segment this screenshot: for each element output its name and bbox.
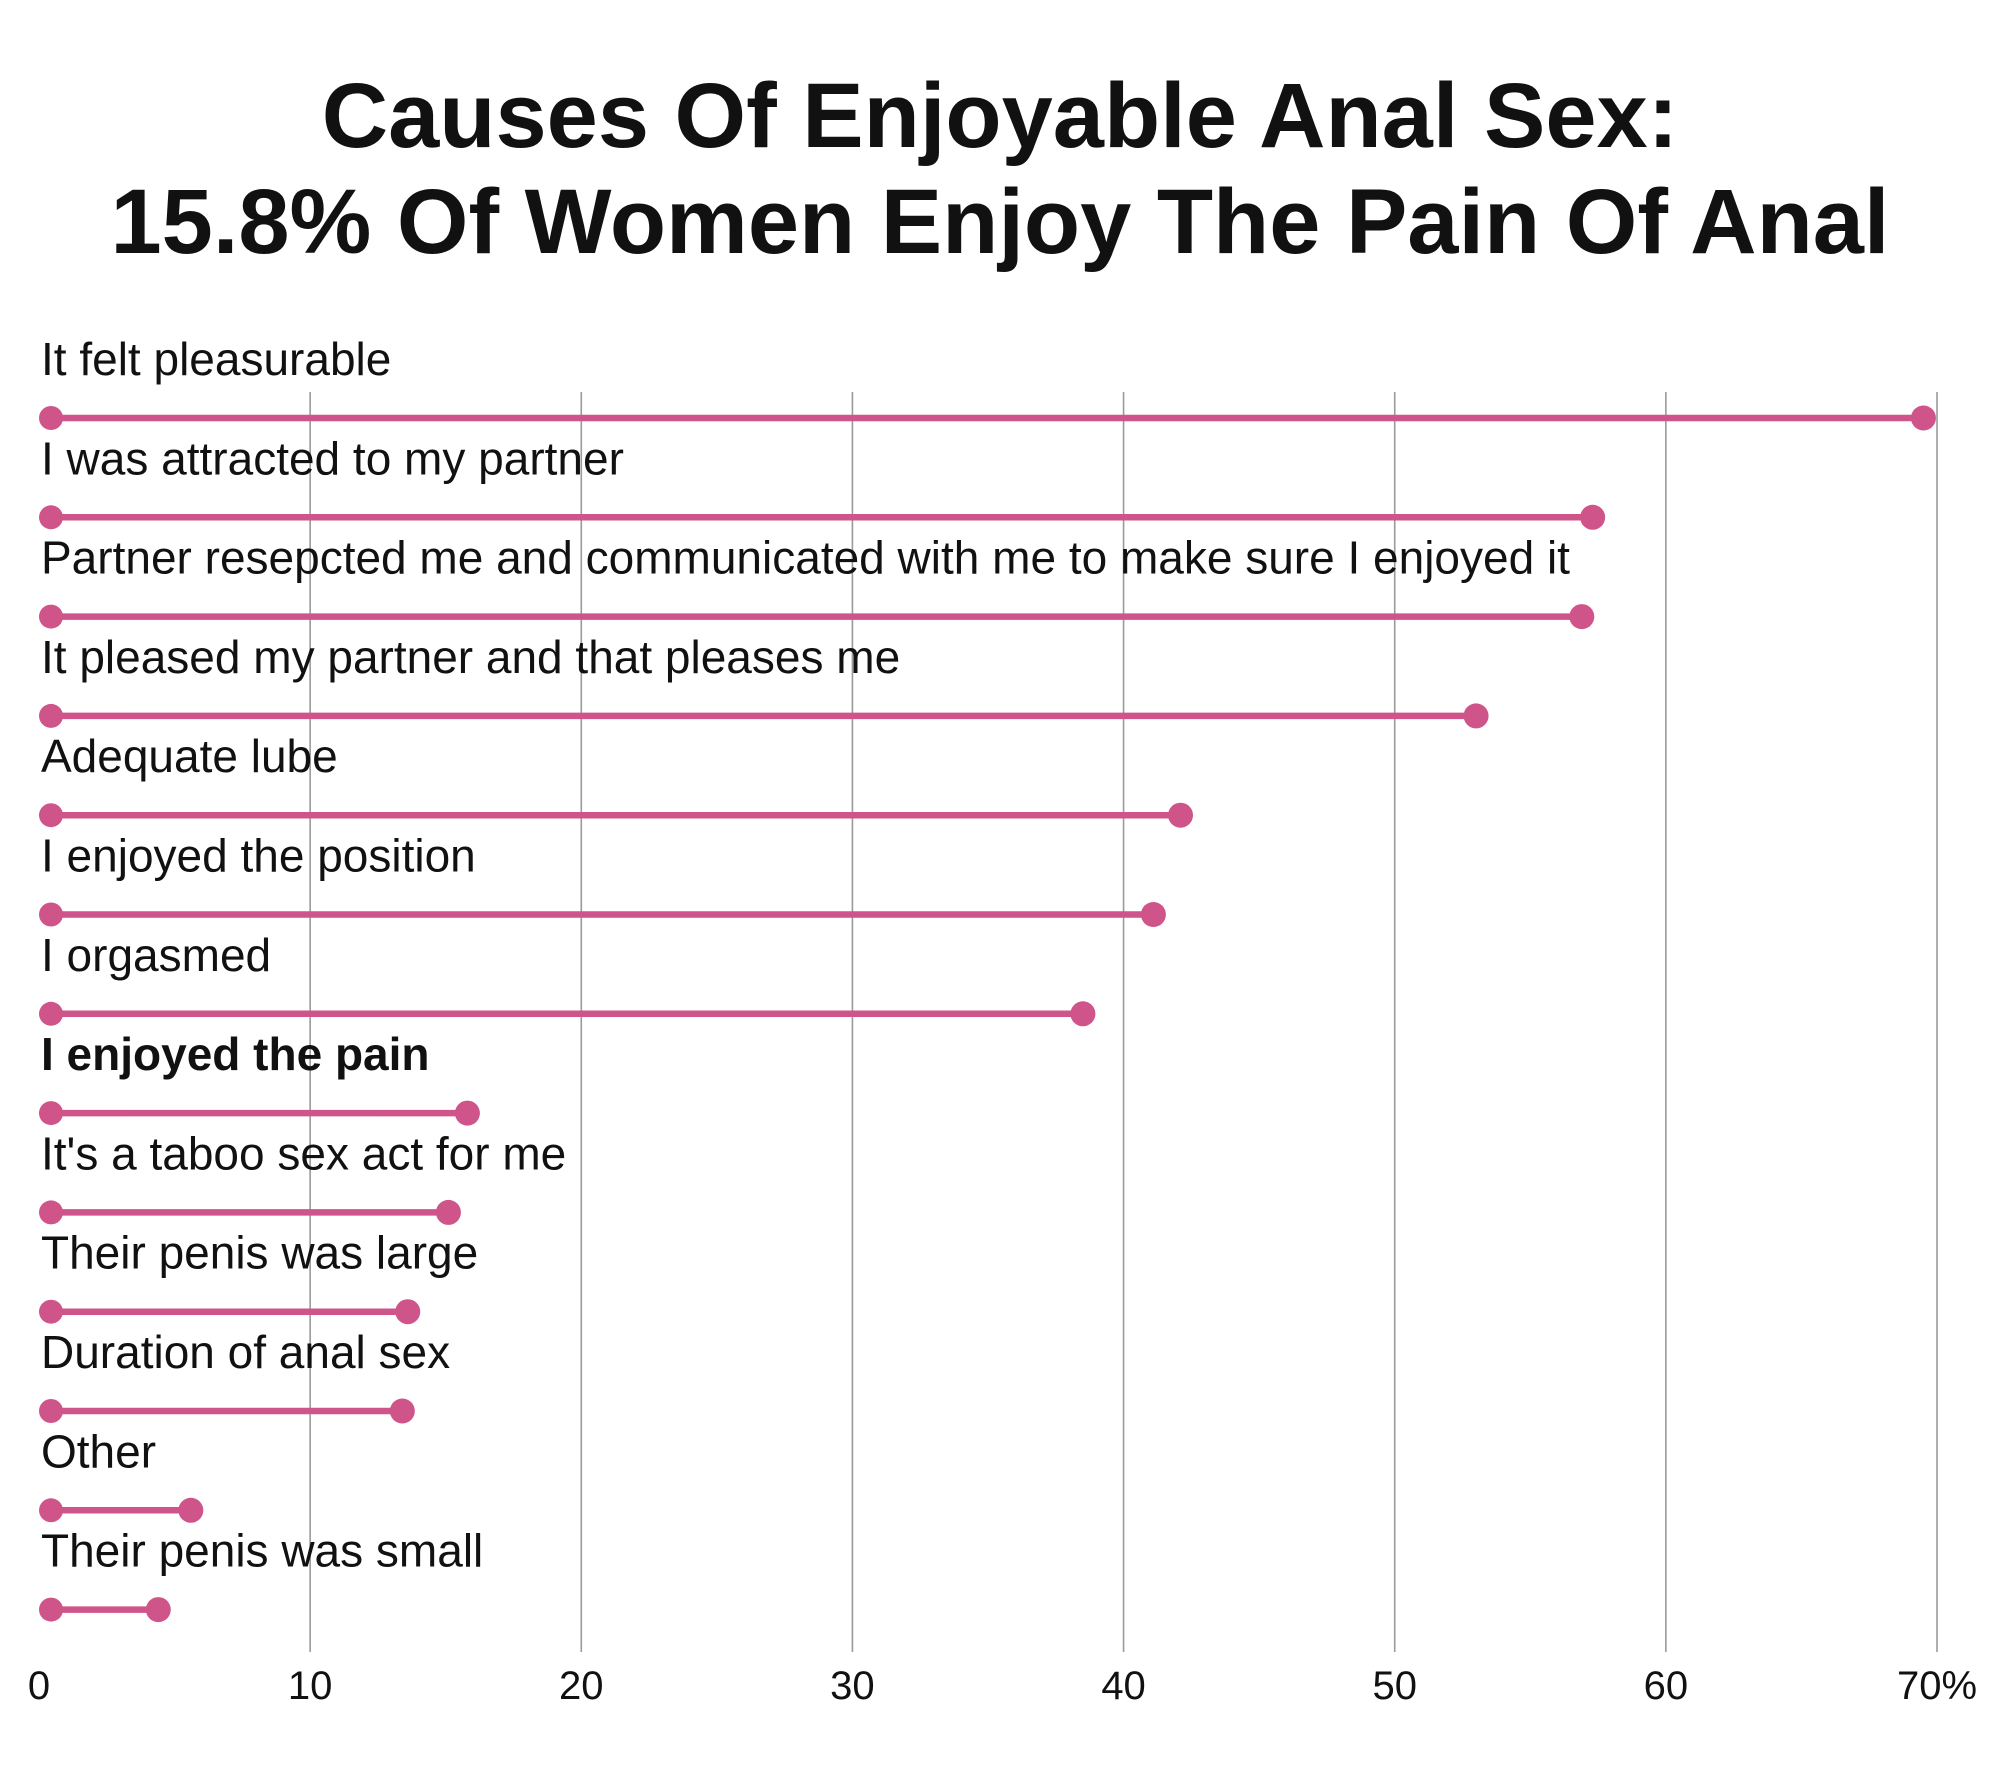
x-tick-label-70: 70% <box>1897 1664 1977 1708</box>
gridlines <box>309 392 1938 1652</box>
lollipop-start-dot <box>39 1299 63 1324</box>
category-label: Adequate lube <box>41 730 338 782</box>
lollipop-start-dot <box>39 1498 63 1523</box>
chart-title-line-1: Causes Of Enjoyable Anal Sex: <box>322 65 1679 167</box>
category-label: I enjoyed the position <box>41 830 476 882</box>
lollipop-row <box>39 1001 1096 1027</box>
lollipop-start-dot <box>39 1001 63 1026</box>
category-label: It pleased my partner and that pleases m… <box>41 631 900 683</box>
lollipop-row <box>39 902 1166 927</box>
lollipop-end-dot <box>178 1497 204 1523</box>
lollipop-row <box>39 1398 415 1424</box>
lollipop-end-dot <box>395 1299 421 1325</box>
lollipop-start-dot <box>39 803 63 828</box>
lollipop-end-dot <box>454 1100 480 1126</box>
lollipop-end-dot <box>1580 504 1606 530</box>
lollipop-start-dot <box>39 1597 63 1622</box>
chart-title-line-2: 15.8% Of Women Enjoy The Pain Of Anal <box>111 171 1890 273</box>
lollipop-start-dot <box>39 1200 63 1225</box>
lollipop-start-dot <box>39 703 63 728</box>
lollipop-end-dot <box>435 1199 461 1225</box>
category-label: It's a taboo sex act for me <box>41 1127 566 1179</box>
category-label: Other <box>41 1425 156 1477</box>
lollipop-end-dot <box>1910 405 1936 431</box>
lollipop-row <box>39 1497 204 1523</box>
category-label: Their penis was large <box>41 1227 478 1279</box>
x-tick-label-20: 20 <box>559 1664 604 1708</box>
lollipop-start-dot <box>39 902 63 927</box>
lollipop-row <box>39 504 1606 530</box>
x-tick-label-10: 10 <box>288 1664 333 1708</box>
category-label: Partner resepcted me and communicated wi… <box>41 532 1570 584</box>
lollipop-row <box>39 802 1194 828</box>
lollipop-start-dot <box>39 604 63 629</box>
lollipop-end-dot <box>1569 604 1595 630</box>
lollipop-row <box>39 1299 421 1325</box>
category-label: I was attracted to my partner <box>41 432 624 484</box>
category-label: I enjoyed the pain <box>41 1028 430 1080</box>
lollipop-start-dot <box>39 505 63 530</box>
lollipop-end-dot <box>389 1398 415 1424</box>
lollipop-series <box>39 405 1936 1623</box>
lollipop-start-dot <box>39 406 63 430</box>
lollipop-start-dot <box>39 1399 63 1423</box>
lollipop-end-dot <box>145 1597 171 1623</box>
x-tick-label-60: 60 <box>1644 1664 1689 1708</box>
lollipop-end-dot <box>1463 703 1489 729</box>
lollipop-row <box>39 1199 461 1225</box>
x-axis-tick-labels: 0 10 20 30 40 50 60 70% <box>28 1664 1977 1708</box>
lollipop-row <box>39 405 1936 431</box>
x-tick-label-40: 40 <box>1101 1664 1146 1708</box>
lollipop-end-dot <box>1168 802 1194 828</box>
x-tick-label-50: 50 <box>1372 1664 1417 1708</box>
lollipop-end-dot <box>1140 902 1166 927</box>
x-tick-label-30: 30 <box>830 1664 875 1708</box>
category-label: Their penis was small <box>41 1525 483 1577</box>
lollipop-row <box>39 1597 171 1623</box>
category-label: Duration of anal sex <box>41 1326 450 1378</box>
lollipop-start-dot <box>39 1101 63 1126</box>
category-label: I orgasmed <box>41 929 271 981</box>
lollipop-row <box>39 703 1489 729</box>
x-tick-label-0: 0 <box>28 1664 50 1708</box>
category-label: It felt pleasurable <box>41 333 391 385</box>
category-labels: It felt pleasurable I was attracted to my… <box>41 333 1570 1577</box>
lollipop-row <box>39 604 1595 630</box>
lollipop-row <box>39 1100 480 1126</box>
lollipop-end-dot <box>1070 1001 1096 1027</box>
